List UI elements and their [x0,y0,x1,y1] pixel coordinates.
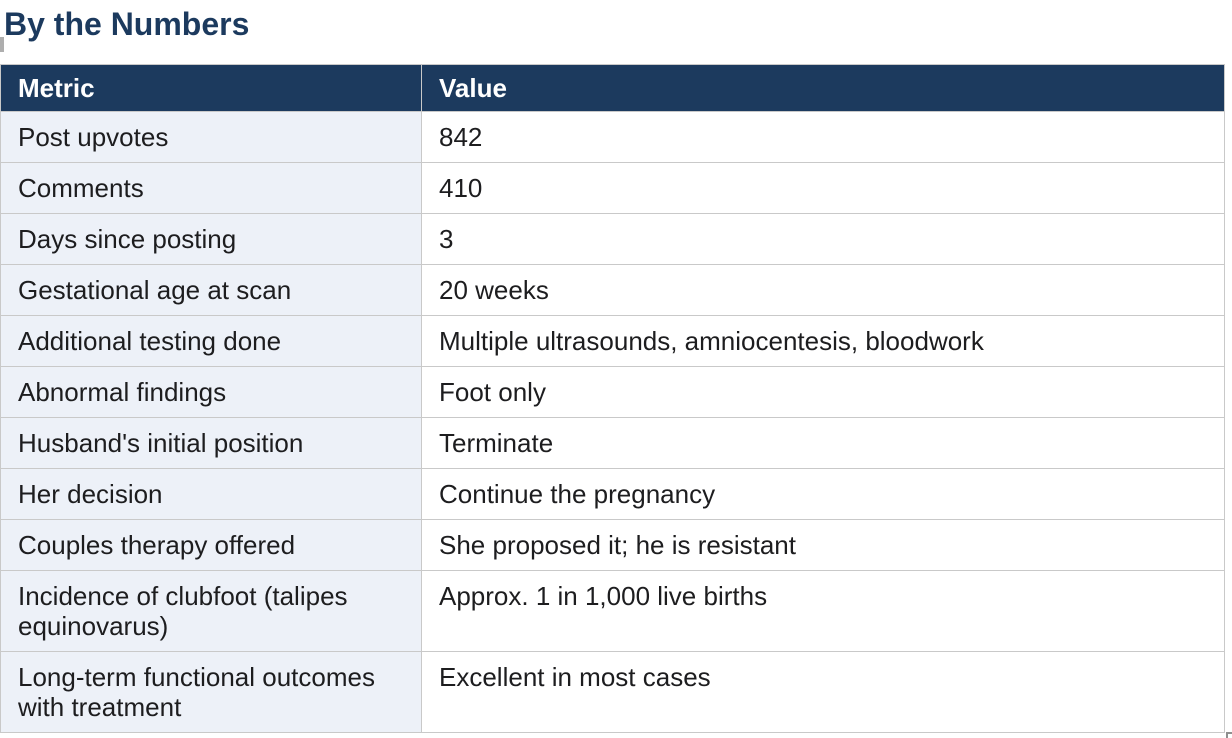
value-cell: Foot only [421,366,1225,418]
value-cell: 3 [421,213,1225,265]
table-body: Post upvotes 842 Comments 410 Days since… [0,111,1225,733]
metric-cell: Her decision [0,468,422,520]
value-cell: Multiple ultrasounds, amniocentesis, blo… [421,315,1225,367]
metrics-table: Metric Value Post upvotes 842 Comments 4… [0,64,1225,733]
metric-cell: Additional testing done [0,315,422,367]
table-header: Metric Value [0,64,1225,112]
metric-cell: Comments [0,162,422,214]
metric-cell: Abnormal findings [0,366,422,418]
table-row: Couples therapy offered She proposed it;… [0,519,1225,571]
column-header-metric: Metric [0,64,422,112]
value-cell: Excellent in most cases [421,651,1225,733]
table-row: Additional testing done Multiple ultraso… [0,315,1225,367]
table-row: Days since posting 3 [0,213,1225,265]
table-row: Long-term functional outcomes with treat… [0,651,1225,733]
value-cell: 842 [421,111,1225,163]
table-corner-handle[interactable] [1226,732,1232,738]
table-row: Incidence of clubfoot (talipes equinovar… [0,570,1225,652]
table-row: Gestational age at scan 20 weeks [0,264,1225,316]
metric-cell: Couples therapy offered [0,519,422,571]
value-cell: Continue the pregnancy [421,468,1225,520]
value-cell: 410 [421,162,1225,214]
column-header-value: Value [421,64,1225,112]
table-row: Her decision Continue the pregnancy [0,468,1225,520]
metric-cell: Days since posting [0,213,422,265]
page-title: By the Numbers [4,6,250,42]
metric-cell: Gestational age at scan [0,264,422,316]
metric-cell: Post upvotes [0,111,422,163]
value-cell: Terminate [421,417,1225,469]
metric-cell: Incidence of clubfoot (talipes equinovar… [0,570,422,652]
metric-cell: Long-term functional outcomes with treat… [0,651,422,733]
text-cursor-artifact [0,37,4,52]
table-row: Comments 410 [0,162,1225,214]
header-row: Metric Value [0,64,1225,112]
table-row: Husband's initial position Terminate [0,417,1225,469]
table-row: Abnormal findings Foot only [0,366,1225,418]
value-cell: She proposed it; he is resistant [421,519,1225,571]
value-cell: Approx. 1 in 1,000 live births [421,570,1225,652]
table-row: Post upvotes 842 [0,111,1225,163]
metric-cell: Husband's initial position [0,417,422,469]
document-page: By the Numbers Metric Value Post upvotes… [0,5,1232,738]
value-cell: 20 weeks [421,264,1225,316]
